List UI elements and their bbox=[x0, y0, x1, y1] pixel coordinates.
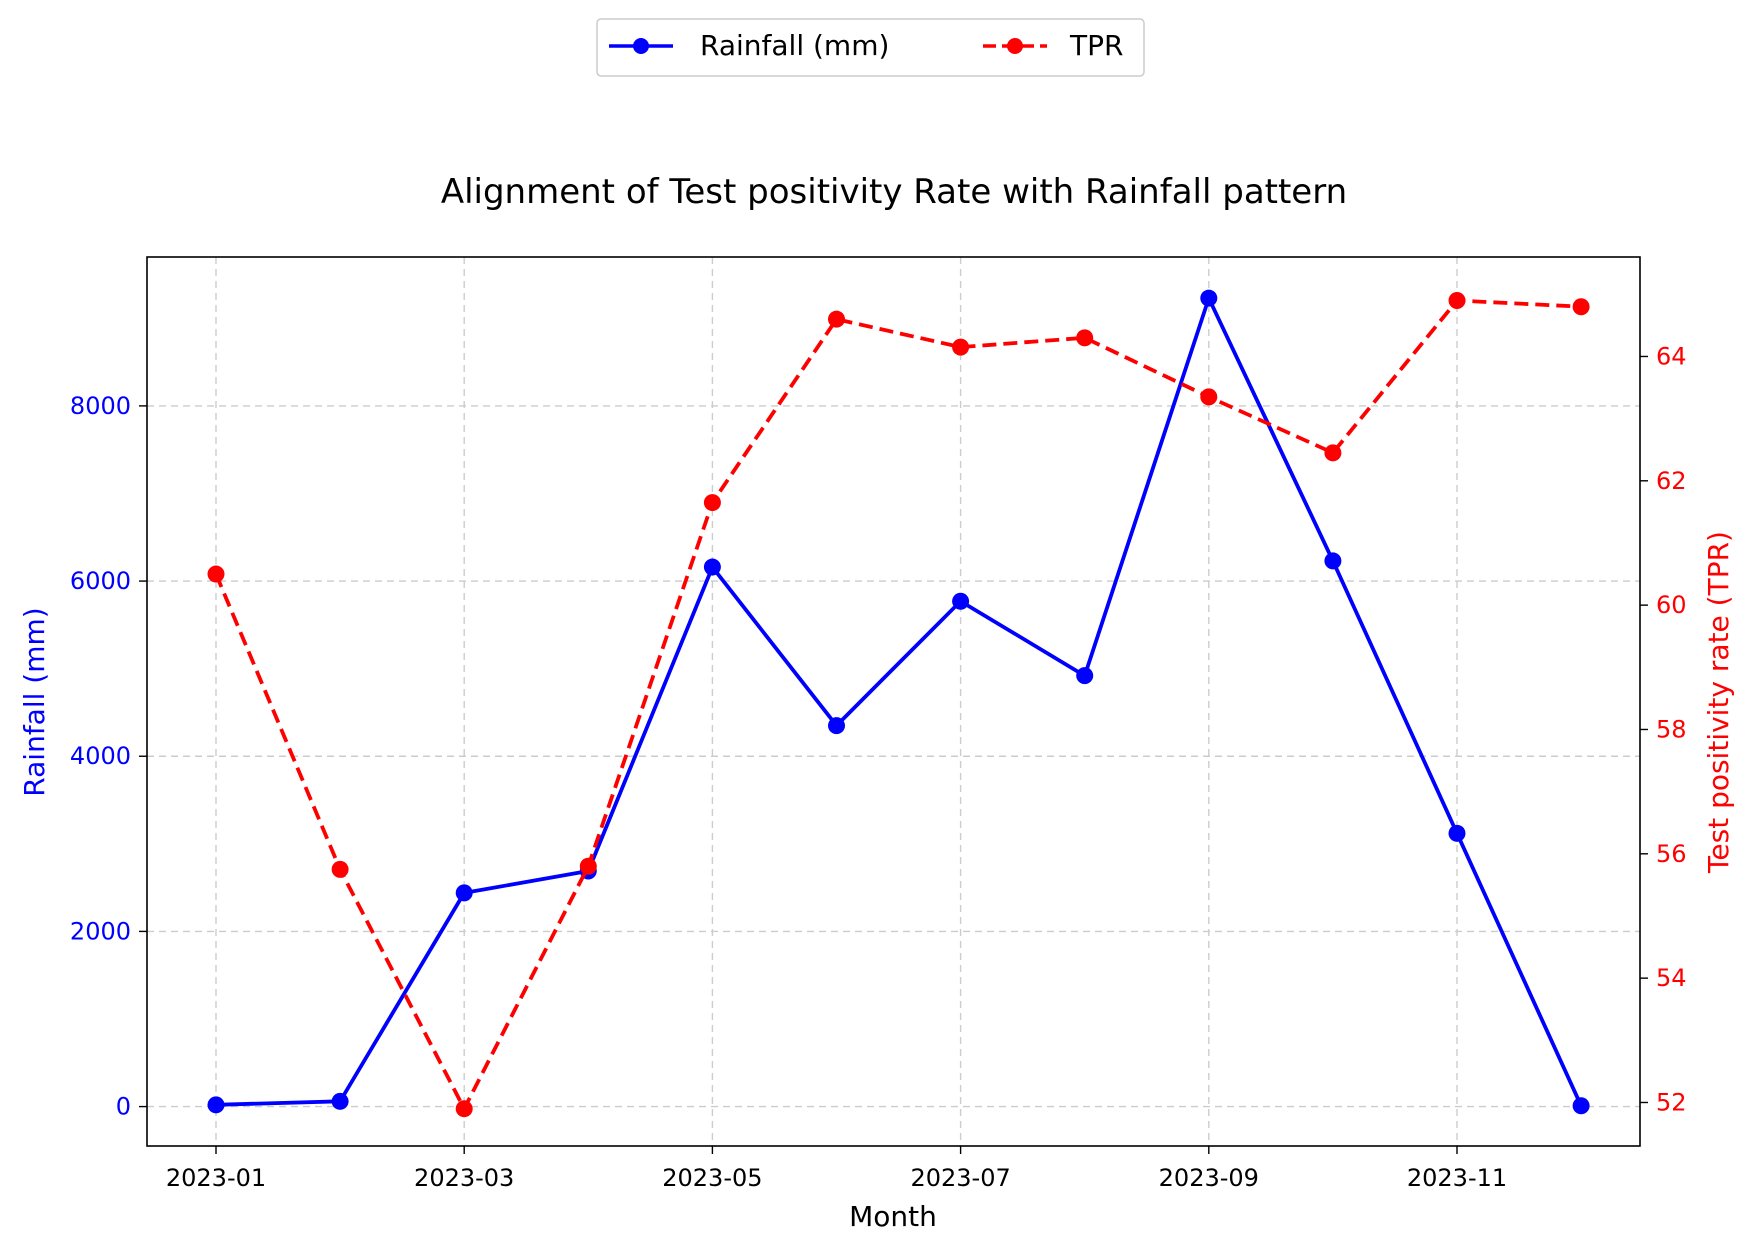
rainfall-point bbox=[952, 592, 970, 610]
tpr-point bbox=[1572, 298, 1590, 316]
tpr-point bbox=[1076, 329, 1094, 347]
rainfall-point bbox=[703, 558, 721, 576]
rainfall-point bbox=[331, 1092, 349, 1110]
y-right-tick-label: 64 bbox=[1656, 342, 1687, 370]
x-axis-ticks: 2023-01 2023-03 2023-05 2023-07 2023-09 2023-… bbox=[166, 1146, 1507, 1192]
x-tick-label: 2023-03 bbox=[414, 1164, 514, 1192]
y-left-tick-label: 4000 bbox=[70, 742, 131, 770]
plot-frame bbox=[146, 256, 1641, 1147]
y-left-tick-label: 8000 bbox=[70, 392, 131, 420]
y-left-tick-label: 0 bbox=[116, 1093, 131, 1121]
y-right-tick-label: 62 bbox=[1656, 467, 1687, 495]
tpr-point bbox=[331, 860, 349, 878]
y-left-axis-ticks: 0 2000 4000 6000 8000 bbox=[70, 392, 147, 1121]
rainfall-point bbox=[1324, 552, 1342, 570]
legend-rainfall-marker bbox=[633, 38, 649, 54]
rainfall-point bbox=[1572, 1097, 1590, 1115]
tpr-point bbox=[207, 565, 225, 583]
rainfall-point bbox=[828, 717, 845, 735]
y-right-tick-label: 56 bbox=[1656, 840, 1687, 868]
tpr-line bbox=[214, 298, 1582, 1111]
rainfall-point bbox=[1076, 667, 1094, 685]
rainfall-line bbox=[215, 296, 1583, 1107]
tpr-point bbox=[703, 494, 721, 512]
tpr-point bbox=[1448, 292, 1466, 310]
rainfall-point bbox=[207, 1096, 225, 1114]
rainfall-point bbox=[1448, 824, 1466, 842]
y-left-axis-label: Rainfall (mm) bbox=[18, 607, 51, 796]
tpr-point bbox=[1324, 444, 1342, 462]
y-right-axis-ticks: 52 54 56 58 60 62 64 bbox=[1640, 342, 1687, 1116]
y-right-tick-label: 58 bbox=[1656, 715, 1687, 743]
x-tick-label: 2023-09 bbox=[1159, 1164, 1259, 1192]
legend-rainfall-label: Rainfall (mm) bbox=[700, 29, 889, 62]
series-tpr bbox=[207, 292, 1590, 1118]
rainfall-point bbox=[1200, 289, 1218, 307]
tpr-point bbox=[828, 310, 845, 328]
x-tick-label: 2023-05 bbox=[662, 1164, 762, 1192]
y-right-tick-label: 54 bbox=[1656, 964, 1687, 992]
grid bbox=[147, 257, 1640, 1146]
y-right-tick-label: 52 bbox=[1656, 1088, 1687, 1116]
y-left-tick-label: 2000 bbox=[70, 917, 131, 945]
tpr-point bbox=[455, 1100, 473, 1118]
legend-tpr-label: TPR bbox=[1069, 29, 1123, 62]
y-right-tick-label: 60 bbox=[1656, 591, 1687, 619]
x-tick-label: 2023-01 bbox=[166, 1164, 266, 1192]
tpr-point bbox=[952, 338, 970, 356]
x-tick-label: 2023-11 bbox=[1407, 1164, 1507, 1192]
series-rainfall bbox=[207, 289, 1590, 1115]
legend-box bbox=[596, 18, 1145, 77]
chart-title: Alignment of Test positivity Rate with R… bbox=[441, 172, 1347, 212]
legend-tpr-marker bbox=[1007, 38, 1023, 54]
rainfall-point bbox=[455, 884, 473, 902]
x-tick-label: 2023-07 bbox=[910, 1164, 1010, 1192]
legend: Rainfall (mm) TPR bbox=[596, 18, 1145, 77]
tpr-point bbox=[1200, 388, 1218, 406]
x-axis-label: Month bbox=[849, 1200, 937, 1233]
y-left-tick-label: 6000 bbox=[70, 567, 131, 595]
tpr-point bbox=[579, 857, 597, 875]
y-right-axis-label: Test positivity rate (TPR) bbox=[1702, 531, 1735, 874]
